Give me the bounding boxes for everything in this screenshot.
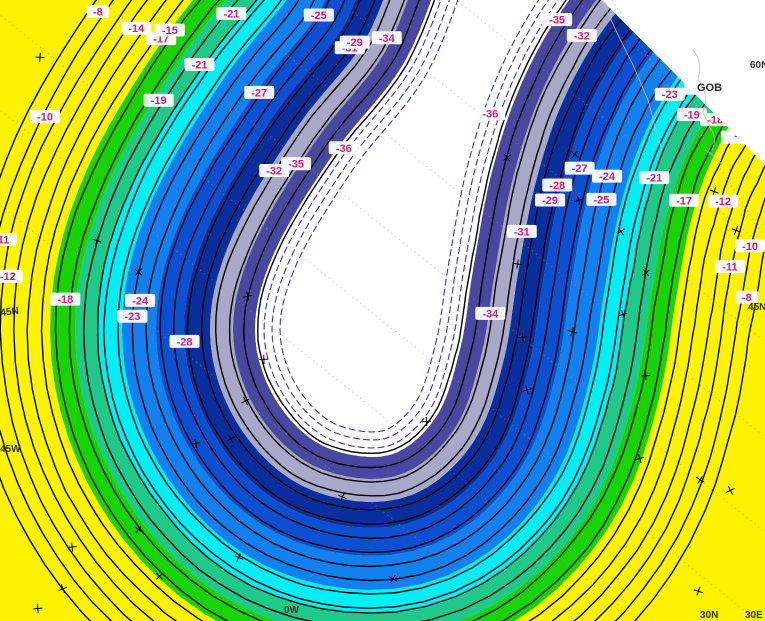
svg-text:-28: -28 <box>549 180 565 192</box>
svg-text:30N: 30N <box>700 610 718 621</box>
svg-text:-36: -36 <box>482 109 498 121</box>
svg-text:-11: -11 <box>722 261 737 273</box>
svg-text:-34: -34 <box>379 33 396 45</box>
svg-text:-19: -19 <box>684 109 700 121</box>
svg-text:-12: -12 <box>0 271 16 283</box>
svg-text:-15: -15 <box>162 25 178 37</box>
svg-text:-24: -24 <box>599 171 616 183</box>
svg-text:60N: 60N <box>750 60 765 71</box>
svg-text:-23: -23 <box>125 311 141 323</box>
svg-text:-27: -27 <box>572 163 588 175</box>
svg-text:-35: -35 <box>288 159 304 171</box>
svg-text:-18: -18 <box>57 294 73 306</box>
svg-text:-34: -34 <box>482 308 499 320</box>
svg-text:-25: -25 <box>593 194 609 206</box>
svg-text:-24: -24 <box>132 295 149 307</box>
svg-text:-23: -23 <box>662 89 678 101</box>
svg-text:-35: -35 <box>549 15 565 27</box>
svg-text:45W: 45W <box>0 444 21 455</box>
svg-text:-21: -21 <box>192 59 208 71</box>
svg-text:-31: -31 <box>514 226 530 238</box>
svg-text:30E: 30E <box>745 610 763 621</box>
svg-text:0W: 0W <box>284 605 300 616</box>
svg-text:-29: -29 <box>542 195 558 207</box>
svg-text:-14: -14 <box>128 23 145 35</box>
svg-text:-11: -11 <box>0 235 9 247</box>
svg-text:-25: -25 <box>311 10 327 22</box>
svg-text:GOB: GOB <box>697 82 722 94</box>
svg-text:-12: -12 <box>715 196 731 208</box>
svg-text:-21: -21 <box>646 173 662 185</box>
svg-text:45N: 45N <box>748 302 765 313</box>
svg-text:-32: -32 <box>266 165 282 177</box>
svg-text:-10: -10 <box>742 241 758 253</box>
svg-text:-21: -21 <box>223 8 239 20</box>
svg-text:-10: -10 <box>37 112 53 124</box>
svg-text:-29: -29 <box>347 37 363 49</box>
svg-text:-32: -32 <box>574 31 590 43</box>
svg-text:-8: -8 <box>93 6 103 18</box>
svg-text:-27: -27 <box>251 87 267 99</box>
svg-text:-19: -19 <box>151 95 167 107</box>
svg-text:-28: -28 <box>177 336 193 348</box>
svg-text:-36: -36 <box>336 143 352 155</box>
svg-text:-17: -17 <box>676 195 692 207</box>
